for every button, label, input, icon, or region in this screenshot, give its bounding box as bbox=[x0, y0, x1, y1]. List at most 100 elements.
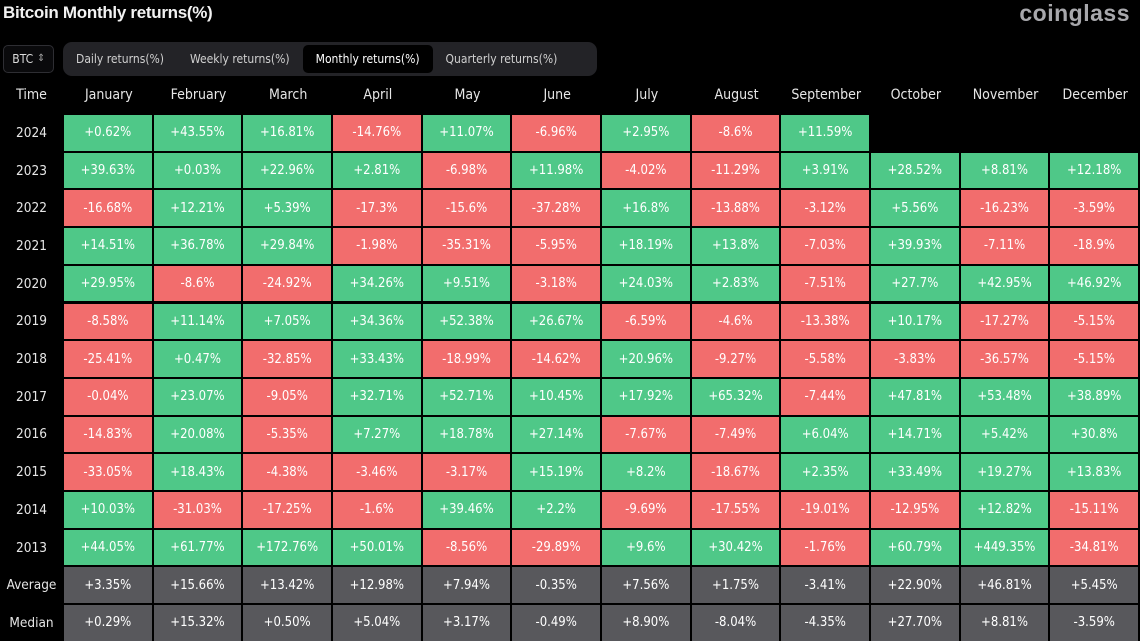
heatmap-cell: +5.42% bbox=[960, 416, 1049, 453]
heatmap-cell: +33.43% bbox=[333, 341, 421, 377]
heatmap-cell: +34.26% bbox=[333, 265, 421, 302]
tab-quarterly-returns[interactable]: Quarterly returns(%) bbox=[445, 52, 558, 66]
heatmap-cell: +8.81% bbox=[960, 152, 1049, 189]
heatmap-cell: -5.15% bbox=[1050, 303, 1139, 340]
heatmap-cell: -1.6% bbox=[333, 492, 421, 528]
heatmap-cell: -19.01% bbox=[781, 492, 870, 528]
heatmap-cell: +33.49% bbox=[871, 454, 959, 490]
tab-weekly-returns[interactable]: Weekly returns(%) bbox=[190, 52, 290, 66]
summary-cell: +0.50% bbox=[243, 605, 331, 641]
summary-cell: +1.75% bbox=[691, 567, 780, 604]
heatmap-cell: -17.3% bbox=[333, 190, 421, 227]
heatmap-cell: +32.71% bbox=[333, 378, 421, 415]
heatmap-cell: +16.81% bbox=[243, 115, 331, 151]
heatmap-cell: -9.05% bbox=[243, 378, 331, 415]
heatmap-cell: +14.51% bbox=[64, 228, 152, 264]
heatmap-cell: +9.6% bbox=[602, 529, 690, 566]
year-label: 2024 bbox=[16, 124, 47, 141]
heatmap-cell: -3.18% bbox=[512, 265, 600, 302]
heatmap-cell: -7.11% bbox=[960, 228, 1049, 264]
heatmap-cell: +27.7% bbox=[871, 265, 959, 302]
heatmap-cell: +14.71% bbox=[871, 416, 959, 453]
summary-cell: +46.81% bbox=[960, 567, 1049, 604]
heatmap-cell: +38.89% bbox=[1050, 378, 1139, 415]
heatmap-cell: -8.6% bbox=[153, 265, 242, 302]
heatmap-cell: -8.56% bbox=[422, 529, 511, 566]
heatmap-cell: +65.32% bbox=[691, 378, 780, 415]
heatmap-cell: -35.31% bbox=[422, 228, 511, 264]
heatmap-cell: +5.39% bbox=[243, 190, 331, 227]
summary-cell: +8.90% bbox=[602, 605, 690, 641]
coin-selector-value: BTC bbox=[12, 52, 34, 66]
year-label: 2023 bbox=[16, 162, 47, 179]
heatmap-cell: +42.95% bbox=[960, 265, 1049, 302]
summary-cell: +22.90% bbox=[871, 567, 959, 604]
heatmap-cell: -13.38% bbox=[781, 303, 870, 340]
heatmap-cell: +39.93% bbox=[871, 228, 959, 264]
row-header-label: Time bbox=[16, 87, 47, 103]
summary-cell: -0.35% bbox=[512, 567, 600, 604]
column-header-december: December bbox=[1062, 87, 1128, 103]
column-header-october: October bbox=[890, 87, 942, 103]
year-label: 2013 bbox=[16, 539, 47, 556]
heatmap-cell: -14.76% bbox=[333, 115, 421, 151]
year-label: 2014 bbox=[16, 501, 47, 518]
heatmap-cell: +19.27% bbox=[960, 454, 1049, 490]
heatmap-cell: +20.08% bbox=[153, 416, 242, 453]
chevron-updown-icon: ⇕ bbox=[37, 53, 45, 64]
heatmap-cell: +8.2% bbox=[602, 454, 690, 490]
column-header-august: August bbox=[714, 87, 759, 103]
heatmap-cell: +27.14% bbox=[512, 416, 600, 453]
heatmap-cell: +2.35% bbox=[781, 454, 870, 490]
heatmap-cell: +30.8% bbox=[1050, 416, 1139, 453]
year-label: 2021 bbox=[16, 237, 47, 254]
summary-cell: +13.42% bbox=[243, 567, 331, 604]
summary-cell: +15.32% bbox=[153, 605, 242, 641]
heatmap-cell: +2.81% bbox=[333, 152, 421, 189]
heatmap-cell: +52.38% bbox=[422, 303, 511, 340]
heatmap-cell: +10.03% bbox=[64, 492, 152, 528]
heatmap-cell: +22.96% bbox=[243, 152, 331, 189]
heatmap-cell: -5.95% bbox=[512, 228, 600, 264]
heatmap-cell: +46.92% bbox=[1050, 265, 1139, 302]
heatmap-cell: -3.12% bbox=[781, 190, 870, 227]
summary-cell: -8.04% bbox=[691, 605, 780, 641]
heatmap-cell: +5.56% bbox=[871, 190, 959, 227]
heatmap-cell: +29.95% bbox=[64, 265, 152, 302]
heatmap-cell: -14.83% bbox=[64, 416, 152, 453]
heatmap-cell: +16.8% bbox=[602, 190, 690, 227]
tab-daily-returns[interactable]: Daily returns(%) bbox=[76, 52, 165, 66]
heatmap-cell: +10.45% bbox=[512, 378, 600, 415]
heatmap-cell: -18.67% bbox=[691, 454, 780, 490]
heatmap-cell: +60.79% bbox=[871, 529, 959, 566]
heatmap-cell: +11.07% bbox=[422, 115, 511, 151]
heatmap-cell: -9.27% bbox=[691, 341, 780, 377]
heatmap-cell: +6.04% bbox=[781, 416, 870, 453]
heatmap-cell: +449.35% bbox=[960, 529, 1049, 566]
heatmap-cell: -3.46% bbox=[333, 454, 421, 490]
heatmap-cell: +17.92% bbox=[602, 378, 690, 415]
heatmap-cell: -24.92% bbox=[243, 265, 331, 302]
heatmap-cell: -29.89% bbox=[512, 529, 600, 566]
summary-label-average: Average bbox=[6, 577, 57, 594]
heatmap-cell: -7.49% bbox=[691, 416, 780, 453]
heatmap-cell: -34.81% bbox=[1050, 529, 1139, 566]
heatmap-cell: +12.18% bbox=[1050, 152, 1139, 189]
heatmap-cell: +11.14% bbox=[153, 303, 242, 340]
heatmap-cell: +26.67% bbox=[512, 303, 600, 340]
heatmap-cell: +0.47% bbox=[153, 341, 242, 377]
heatmap-cell: +50.01% bbox=[333, 529, 421, 566]
summary-cell: +7.56% bbox=[602, 567, 690, 604]
coin-selector[interactable]: BTC ⇕ bbox=[3, 45, 54, 73]
heatmap-cell: +9.51% bbox=[422, 265, 511, 302]
heatmap-cell: +11.98% bbox=[512, 152, 600, 189]
column-header-april: April bbox=[363, 87, 393, 103]
heatmap-cell: -6.96% bbox=[512, 115, 600, 151]
heatmap-cell: +29.84% bbox=[243, 228, 331, 264]
summary-cell: -3.41% bbox=[781, 567, 870, 604]
heatmap-cell: +18.43% bbox=[153, 454, 242, 490]
heatmap-cell: +0.03% bbox=[153, 152, 242, 189]
column-header-march: March bbox=[268, 87, 308, 103]
tab-monthly-returns[interactable]: Monthly returns(%) bbox=[302, 45, 433, 73]
heatmap-cell: -18.99% bbox=[422, 341, 511, 377]
